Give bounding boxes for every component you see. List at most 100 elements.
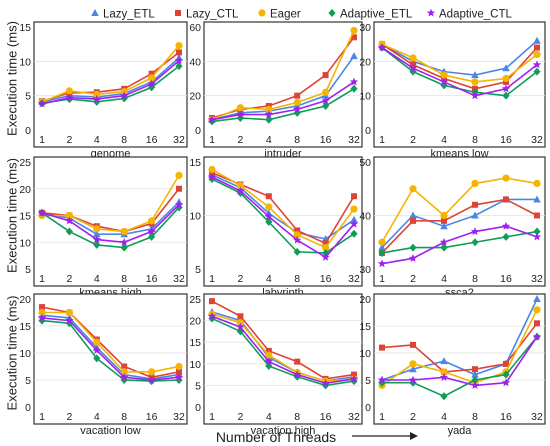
data-point-lazy-etl (471, 71, 479, 79)
y-tick-label: 30 (359, 22, 371, 34)
y-tick-label: 15 (19, 321, 31, 333)
data-point-adaptive-ctl (207, 172, 217, 181)
y-tick-label: 10 (189, 359, 201, 371)
data-point-adaptive-ctl (37, 313, 47, 322)
data-point-lazy-etl (378, 243, 386, 251)
x-tick-label: 8 (472, 273, 478, 285)
series-line-lazy-etl (41, 57, 180, 103)
series-adaptive-ctl (377, 332, 542, 389)
y-tick-label: 0 (25, 402, 31, 414)
data-point-adaptive-ctl (293, 370, 302, 379)
data-point-lazy-ctl (265, 193, 272, 200)
x-tick-label: 4 (441, 273, 447, 285)
y-axis-label-bottom-row: Execution time (ms) (4, 296, 19, 411)
x-tick-label: 8 (121, 273, 127, 285)
x-tick-label: 2 (410, 134, 416, 146)
x-tick-label: 4 (94, 411, 100, 423)
x-tick-label: 1 (379, 134, 385, 146)
data-point-adaptive-ctl (408, 253, 418, 262)
y-tick-label: 0 (365, 125, 371, 137)
data-point-adaptive-ctl (408, 375, 418, 384)
data-point-lazy-ctl (441, 217, 447, 224)
x-tick-label: 4 (441, 411, 447, 423)
x-tick-label: 32 (173, 134, 185, 146)
series-line-adaptive-ctl (211, 176, 355, 259)
series-line-eager (381, 309, 538, 387)
y-axis-label-middle-row: Execution time (ms) (4, 158, 19, 273)
data-point-adaptive-etl (120, 243, 128, 252)
data-point-eager (148, 368, 156, 376)
data-point-adaptive-ctl (207, 311, 217, 320)
series-eager (208, 165, 358, 252)
data-point-adaptive-etl (378, 248, 386, 257)
data-point-adaptive-ctl (37, 208, 47, 217)
data-point-lazy-etl (409, 365, 417, 373)
series-eager (208, 26, 358, 124)
series-line-adaptive-ctl (41, 204, 180, 244)
data-point-adaptive-ctl (236, 322, 245, 331)
series-line-lazy-etl (381, 198, 537, 249)
y-tick-label: 15 (19, 22, 31, 34)
data-point-adaptive-ctl (92, 94, 101, 103)
data-point-adaptive-ctl (501, 221, 511, 230)
series-eager (38, 41, 183, 106)
data-point-adaptive-ctl (65, 93, 74, 102)
data-point-lazy-ctl (176, 368, 182, 375)
x-tick-label: 32 (348, 273, 360, 285)
data-point-eager (440, 71, 448, 79)
y-tick-label: 5 (25, 91, 31, 103)
x-tick-label: 8 (121, 134, 127, 146)
y-tick-label: 0 (365, 402, 371, 414)
x-tick-label: 4 (266, 411, 272, 423)
x-tick-label: 16 (500, 411, 512, 423)
x-tick-label: 32 (173, 273, 185, 285)
panel-frame (203, 293, 363, 425)
y-tick-label: 0 (25, 125, 31, 137)
data-point-eager (236, 181, 244, 190)
series-line-lazy-etl (41, 201, 180, 236)
x-tick-label: 4 (94, 134, 100, 146)
legend-item-lazy-etl: Lazy_ETL (91, 9, 155, 21)
data-point-eager (409, 185, 417, 193)
x-tick-label: 8 (294, 134, 300, 146)
data-point-lazy-ctl (534, 320, 540, 327)
data-point-adaptive-ctl (37, 99, 47, 108)
x-tick-label: 4 (441, 134, 447, 146)
x-tick-label: 2 (66, 134, 72, 146)
legend-marker-eager (258, 9, 266, 17)
data-point-eager (148, 217, 156, 225)
data-point-lazy-ctl (472, 366, 478, 373)
y-tick-label: 40 (359, 211, 371, 223)
series-eager (38, 308, 183, 376)
panel-frame (33, 156, 188, 287)
series-line-lazy-etl (211, 55, 355, 121)
data-point-eager (208, 165, 216, 174)
data-point-eager (440, 211, 448, 220)
panel-vacation-high: 0 5 10 15 20 25 1 2 4 8 16 32 vacation high (189, 293, 363, 437)
legend-label-lazy-ctl: Lazy_CTL (186, 9, 239, 21)
data-point-adaptive-ctl (92, 345, 101, 354)
data-point-adaptive-ctl (174, 200, 184, 209)
x-tick-label: 4 (94, 273, 100, 285)
y-tick-label: 10 (359, 348, 371, 360)
x-tick-label: 16 (320, 273, 332, 285)
panel-frame (33, 21, 188, 148)
series-line-lazy-ctl (381, 322, 538, 373)
x-tick-label: 1 (379, 411, 385, 423)
data-point-adaptive-ctl (120, 237, 129, 246)
legend-label-lazy-etl: Lazy_ETL (103, 9, 155, 21)
panel-frame (373, 21, 546, 148)
data-point-adaptive-ctl (408, 63, 418, 72)
series-adaptive-ctl (37, 313, 184, 384)
data-point-lazy-ctl (410, 341, 416, 348)
series-line-adaptive-ctl (381, 225, 538, 265)
data-point-eager (471, 179, 479, 187)
series-line-adaptive-etl (41, 206, 180, 249)
data-point-adaptive-etl (322, 101, 330, 110)
data-point-adaptive-etl (148, 232, 156, 241)
data-point-lazy-ctl (534, 44, 540, 51)
data-point-lazy-ctl (209, 298, 215, 305)
